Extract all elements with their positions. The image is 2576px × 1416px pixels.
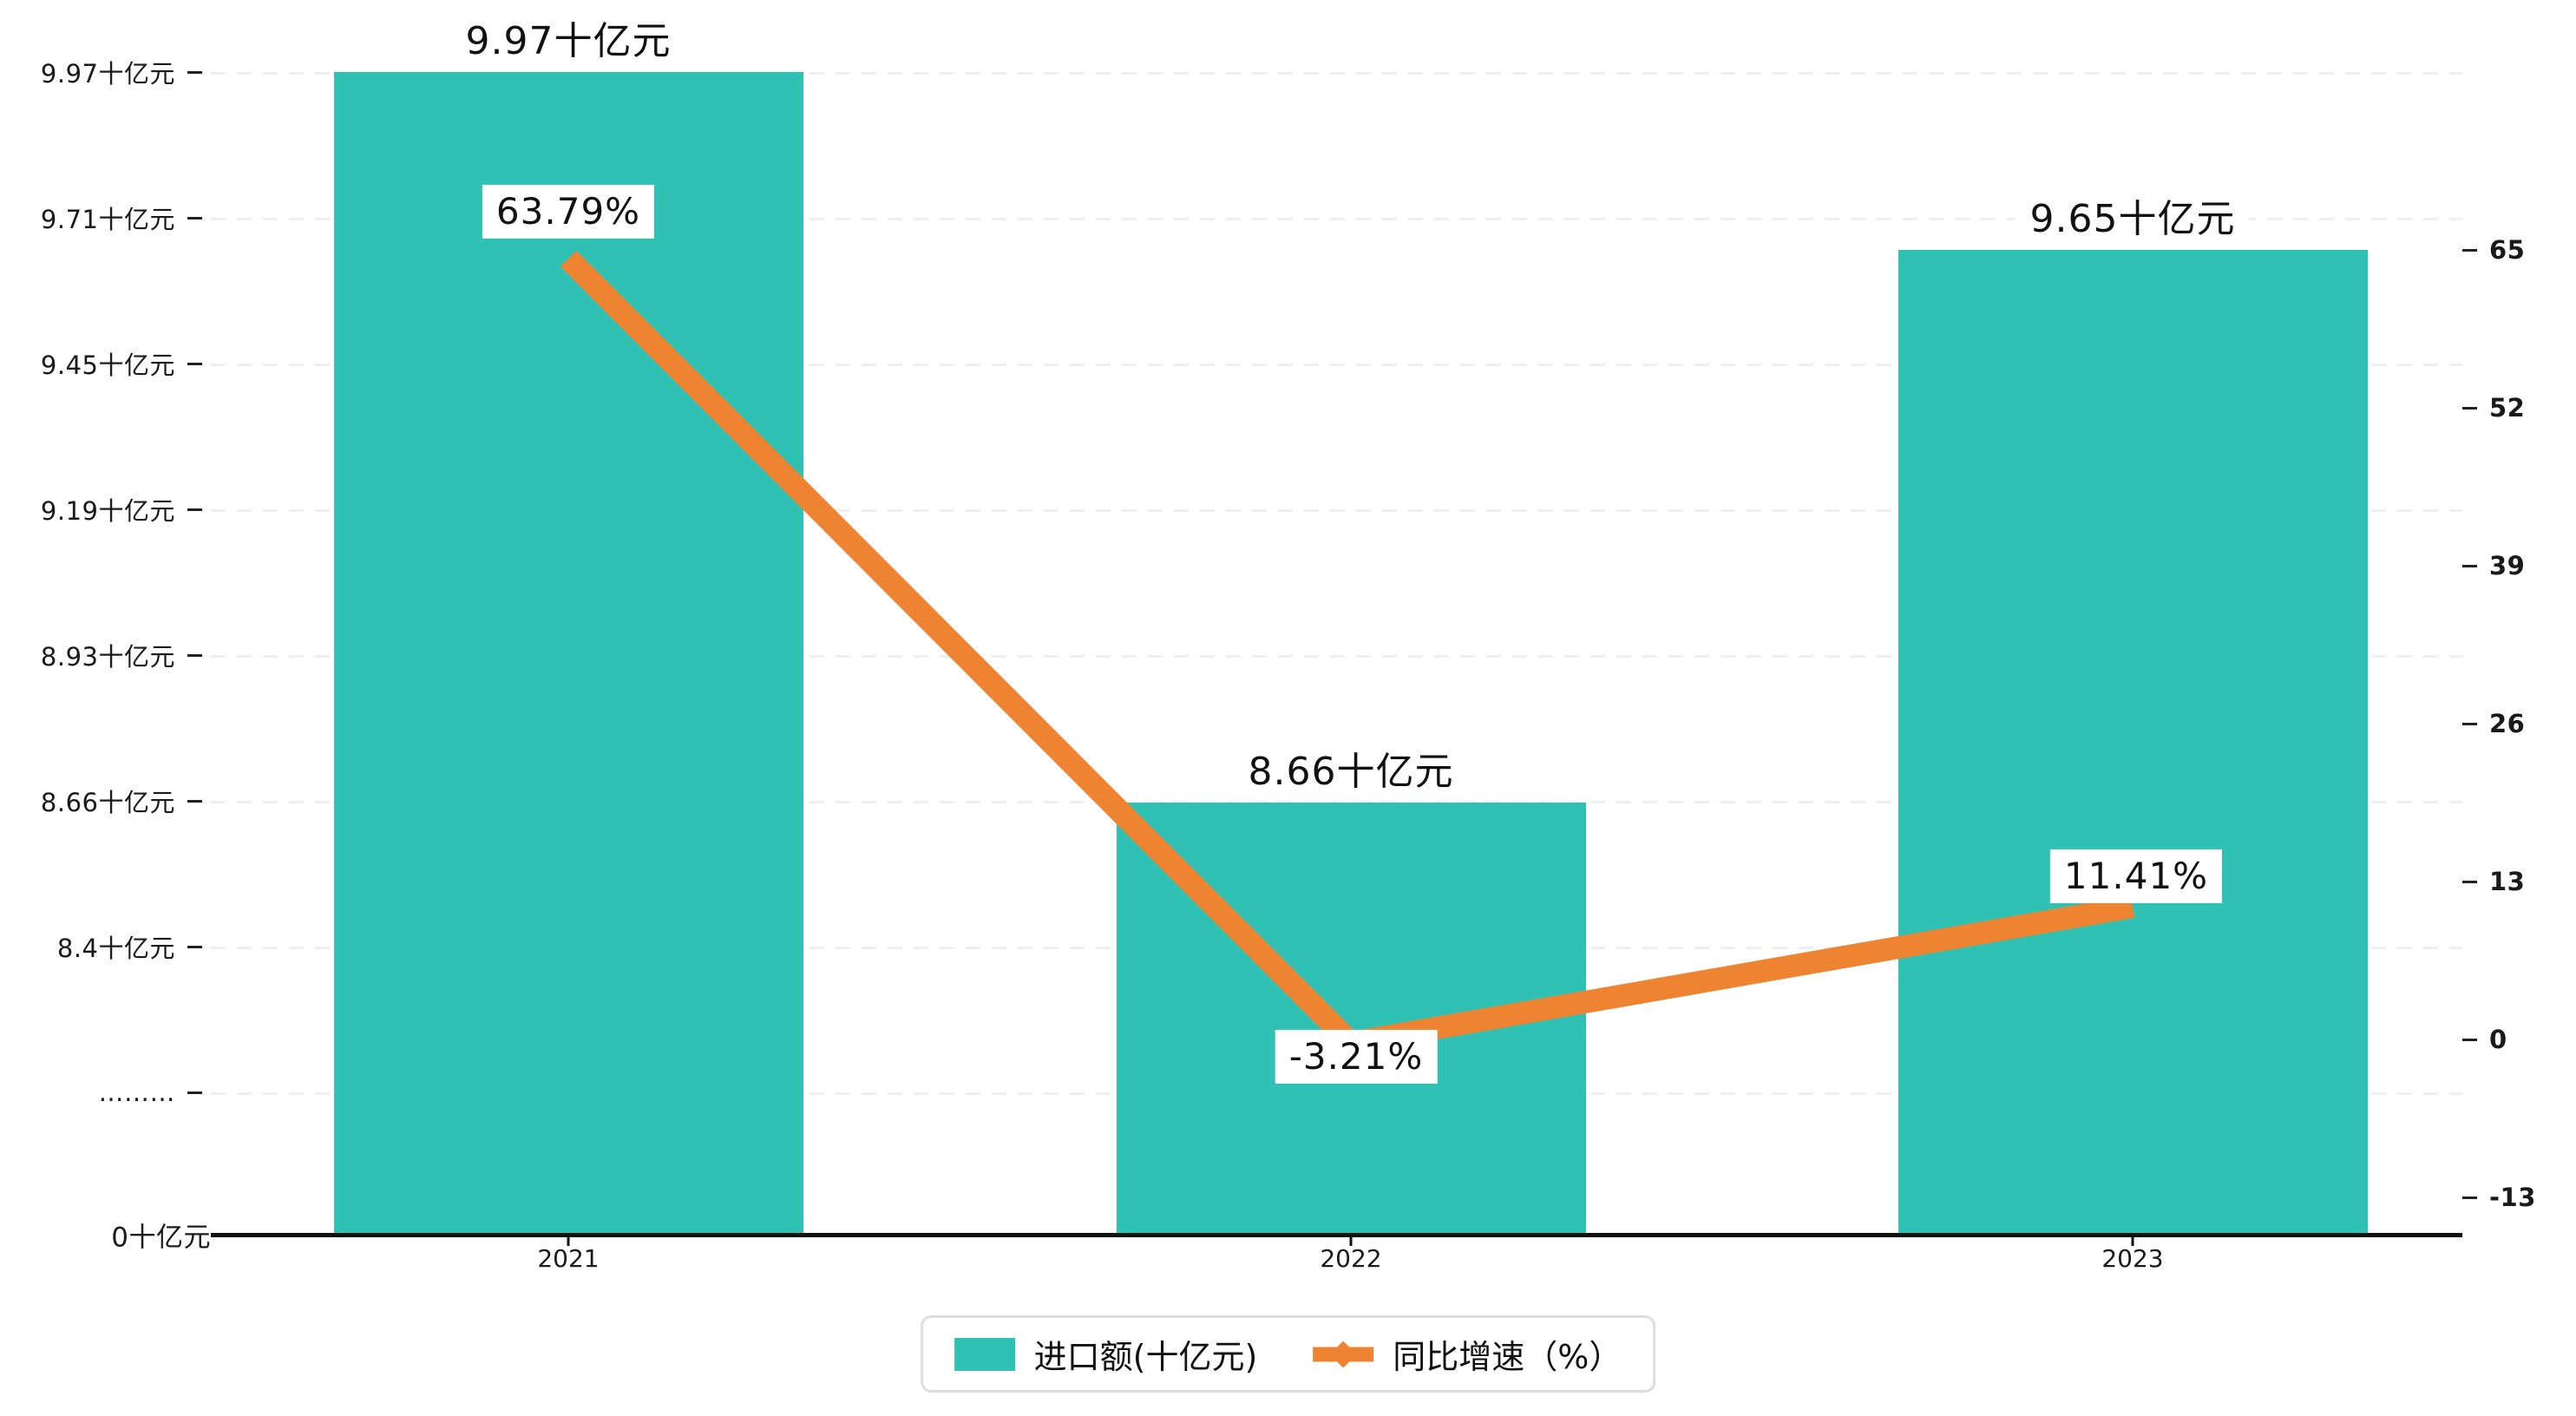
x-axis-tick-mark [567,1236,570,1246]
legend: 进口额(十亿元) 同比增速（%） [920,1315,1656,1393]
gridline [211,72,2462,75]
tick-mark-icon [187,70,202,74]
left-axis-tick: 9.45十亿元 [41,345,211,382]
left-axis-tick-label: 9.97十亿元 [40,59,175,88]
x-axis-label-2022: 2022 [1320,1244,1382,1273]
bar-value-label-2022: 8.66十亿元 [1234,744,1468,801]
right-axis-tick: 65 [2462,235,2525,265]
left-axis-tick-label: 8.66十亿元 [40,788,175,817]
bar-2023[interactable] [1898,250,2368,1235]
tick-mark-icon [187,1091,202,1094]
legend-item-growth-rate[interactable]: 同比增速（%） [1313,1330,1622,1378]
legend-label: 同比增速（%） [1393,1338,1622,1376]
tick-mark-icon [2462,1038,2477,1041]
left-axis-tick: 9.71十亿元 [41,200,211,236]
tick-mark-icon [2462,1196,2477,1199]
tick-mark-icon [187,653,202,657]
right-axis-tick: 0 [2462,1025,2507,1054]
bar-swatch-icon [954,1337,1015,1371]
right-axis-tick-label: 26 [2489,709,2526,738]
right-axis-tick: 52 [2462,393,2525,423]
x-axis-line [211,1233,2462,1237]
right-axis-tick-label: -13 [2489,1183,2536,1212]
tick-mark-icon [187,945,202,948]
right-axis-tick-label: 52 [2489,393,2526,423]
left-axis-tick: 8.93十亿元 [41,637,211,673]
tick-mark-icon [2462,248,2477,252]
line-swatch-icon [1313,1338,1374,1371]
left-axis-tick-label: 8.4十亿元 [56,934,175,963]
x-axis-tick-mark [2131,1236,2134,1246]
bar-value-label-2023: 9.65十亿元 [2016,191,2250,248]
tick-mark-icon [187,362,202,365]
right-axis-tick: 39 [2462,551,2525,580]
tick-mark-icon [187,508,202,511]
tick-mark-icon [187,799,202,803]
line-value-label-2021: 63.79% [482,184,655,239]
left-axis-tick-label: 9.71十亿元 [40,205,175,234]
right-axis-tick-label: 13 [2489,867,2526,896]
right-axis-tick-label: 65 [2489,235,2526,265]
left-axis-tick-label: ……… [98,1078,175,1107]
x-axis-label-2023: 2023 [2101,1244,2164,1273]
line-value-label-2023: 11.41% [2049,849,2223,904]
bar-2022[interactable] [1117,803,1586,1235]
tick-mark-icon [2462,722,2477,725]
line-swatch-marker [1329,1340,1357,1368]
left-axis-tick: 8.66十亿元 [41,783,211,819]
left-axis-tick-label: 8.93十亿元 [40,642,175,672]
x-axis-label-2021: 2021 [537,1244,600,1273]
legend-label: 进口额(十亿元) [1033,1338,1258,1376]
gridline [211,218,2462,220]
left-axis-tick-label: 9.19十亿元 [40,496,175,526]
bar-2021[interactable] [334,72,803,1235]
right-axis-tick: 26 [2462,709,2525,738]
left-axis-tick: 9.19十亿元 [41,491,211,528]
left-axis-tick-zero: 0十亿元 [111,1216,211,1255]
right-axis-tick: 13 [2462,867,2525,896]
tick-mark-icon [2462,406,2477,410]
right-axis-tick-label: 0 [2489,1025,2507,1054]
tick-mark-icon [2462,880,2477,883]
bar-value-label-2021: 9.97十亿元 [451,13,685,70]
legend-item-import-amount[interactable]: 进口额(十亿元) [954,1330,1258,1378]
left-axis-tick-truncated: ……… [99,1078,212,1107]
tick-mark-icon [2462,564,2477,567]
tick-mark-icon [187,216,202,220]
left-axis-tick-label: 0十亿元 [111,1222,211,1254]
line-value-label-2022: -3.21% [1275,1029,1438,1085]
x-axis-tick-mark [1349,1236,1353,1246]
left-axis-tick-label: 9.45十亿元 [40,351,175,380]
left-axis-tick: 9.97十亿元 [41,54,211,90]
right-axis: 65 52 39 26 13 0 -13 [2462,0,2576,1236]
left-axis-tick: 8.4十亿元 [57,928,211,965]
left-axis: 9.97十亿元 9.71十亿元 9.45十亿元 9.19十亿元 8.93十亿元 … [0,0,212,1254]
right-axis-tick-label: 39 [2489,551,2526,580]
right-axis-tick: -13 [2462,1183,2536,1212]
